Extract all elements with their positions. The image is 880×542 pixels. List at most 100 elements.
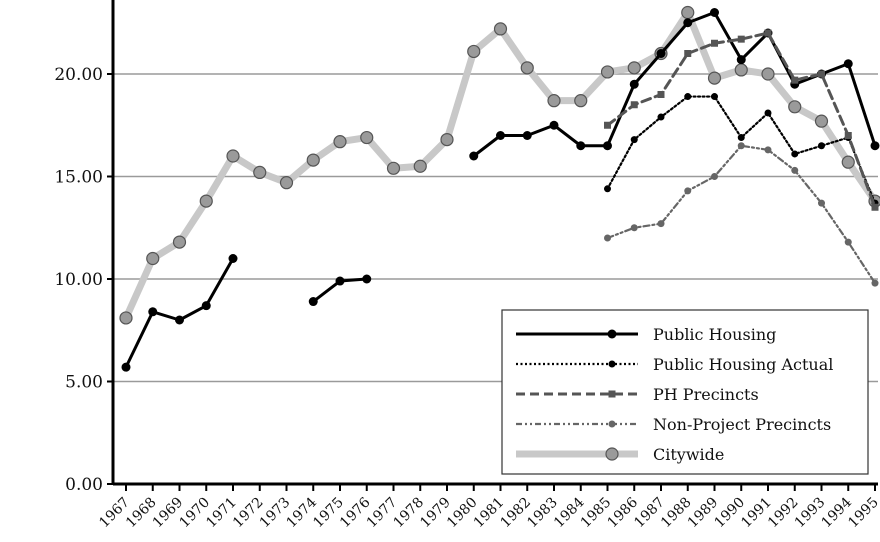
data-point	[469, 151, 479, 161]
data-point	[413, 159, 427, 173]
legend-marker	[607, 329, 617, 339]
legend-label: Non-Project Precincts	[653, 415, 831, 434]
data-point	[818, 142, 825, 150]
data-point	[253, 165, 267, 179]
data-point	[604, 234, 611, 242]
legend: Public Housing Public Housing Actual PH Pr…	[501, 309, 869, 475]
data-point	[791, 166, 799, 174]
y-tick-label: 20.00	[54, 65, 103, 85]
x-tick-label: 1992	[765, 495, 802, 532]
x-tick-label: 1977	[364, 495, 401, 532]
data-point	[333, 135, 347, 149]
data-point	[764, 146, 772, 154]
data-point	[681, 5, 695, 20]
data-point	[496, 131, 505, 140]
legend-entry: Non-Project Precincts	[516, 415, 831, 434]
x-tick-label: 1975	[310, 495, 347, 532]
series-line	[122, 9, 879, 322]
data-point	[657, 91, 665, 98]
data-point	[630, 136, 638, 144]
legend-box	[501, 309, 869, 475]
data-point	[818, 199, 825, 207]
data-point	[814, 114, 829, 128]
data-point	[360, 130, 374, 145]
data-point	[493, 22, 508, 36]
series-line	[472, 11, 877, 158]
data-point	[201, 301, 211, 311]
x-tick-label: 1970	[177, 495, 214, 532]
data-point	[684, 50, 692, 57]
data-point	[172, 235, 187, 249]
series-public-housing-actual	[604, 93, 879, 207]
x-tick-label: 1986	[605, 494, 642, 531]
x-tick-label: 1987	[631, 495, 668, 532]
data-point	[844, 132, 852, 139]
x-tick-label: 1988	[658, 495, 695, 532]
x-tick-label: 1969	[150, 495, 187, 532]
data-point	[175, 315, 184, 325]
data-point	[734, 63, 748, 77]
data-point	[627, 61, 641, 75]
x-tick-label: 1989	[685, 495, 722, 532]
x-tick-label: 1973	[257, 495, 294, 532]
data-point	[467, 44, 481, 59]
data-point	[788, 100, 802, 114]
data-point	[764, 29, 772, 37]
x-tick-label: 1983	[524, 495, 561, 532]
series-layer	[119, 5, 880, 372]
data-point	[604, 121, 611, 129]
data-point	[818, 70, 825, 78]
series-line	[606, 144, 877, 285]
x-tick-label: 1968	[123, 495, 160, 532]
x-tick-label: 1974	[284, 494, 321, 531]
x-tick-label: 1981	[471, 495, 508, 532]
data-point	[121, 362, 131, 372]
data-point	[711, 39, 718, 47]
legend-marker	[608, 360, 616, 368]
data-point	[630, 101, 638, 109]
data-point	[707, 71, 722, 85]
legend-marker	[605, 447, 619, 461]
y-tick-label: 15.00	[54, 168, 103, 188]
data-point	[308, 297, 318, 307]
data-point	[761, 67, 775, 81]
data-point	[844, 238, 852, 246]
data-point	[279, 176, 294, 190]
data-point	[199, 194, 213, 208]
x-tick-label: 1991	[738, 495, 775, 532]
legend-marker	[608, 420, 616, 428]
legend-label: Public Housing Actual	[653, 355, 833, 374]
x-tick-label: 1979	[417, 495, 454, 532]
series-non-project-precincts	[604, 142, 879, 287]
data-point	[306, 153, 320, 167]
data-point	[737, 35, 745, 43]
legend-label: PH Precincts	[653, 385, 759, 404]
data-point	[710, 8, 719, 17]
data-point	[630, 224, 638, 232]
data-point	[736, 55, 746, 65]
data-point	[549, 120, 559, 130]
data-point	[547, 94, 561, 108]
data-point	[684, 93, 692, 101]
x-tick-label: 1994	[819, 494, 856, 531]
data-point	[711, 173, 718, 180]
data-point	[226, 149, 240, 163]
data-point	[119, 311, 133, 325]
y-tick-label: 5.00	[65, 373, 103, 393]
x-tick-label: 1972	[230, 495, 267, 532]
data-point	[764, 109, 772, 117]
data-point	[148, 307, 158, 317]
x-tick-label: 1971	[203, 495, 240, 532]
x-tick-label: 1984	[551, 494, 588, 531]
data-point	[683, 18, 693, 28]
legend-entry: PH Precincts	[516, 385, 759, 404]
x-tick-label: 1980	[444, 495, 481, 532]
data-point	[335, 276, 345, 286]
data-point	[656, 49, 666, 58]
data-point	[871, 279, 879, 287]
data-point	[440, 133, 454, 147]
x-tick-label: 1982	[498, 495, 535, 532]
legend-entry: Public Housing	[516, 325, 776, 344]
y-tick-label: 10.00	[54, 270, 103, 290]
